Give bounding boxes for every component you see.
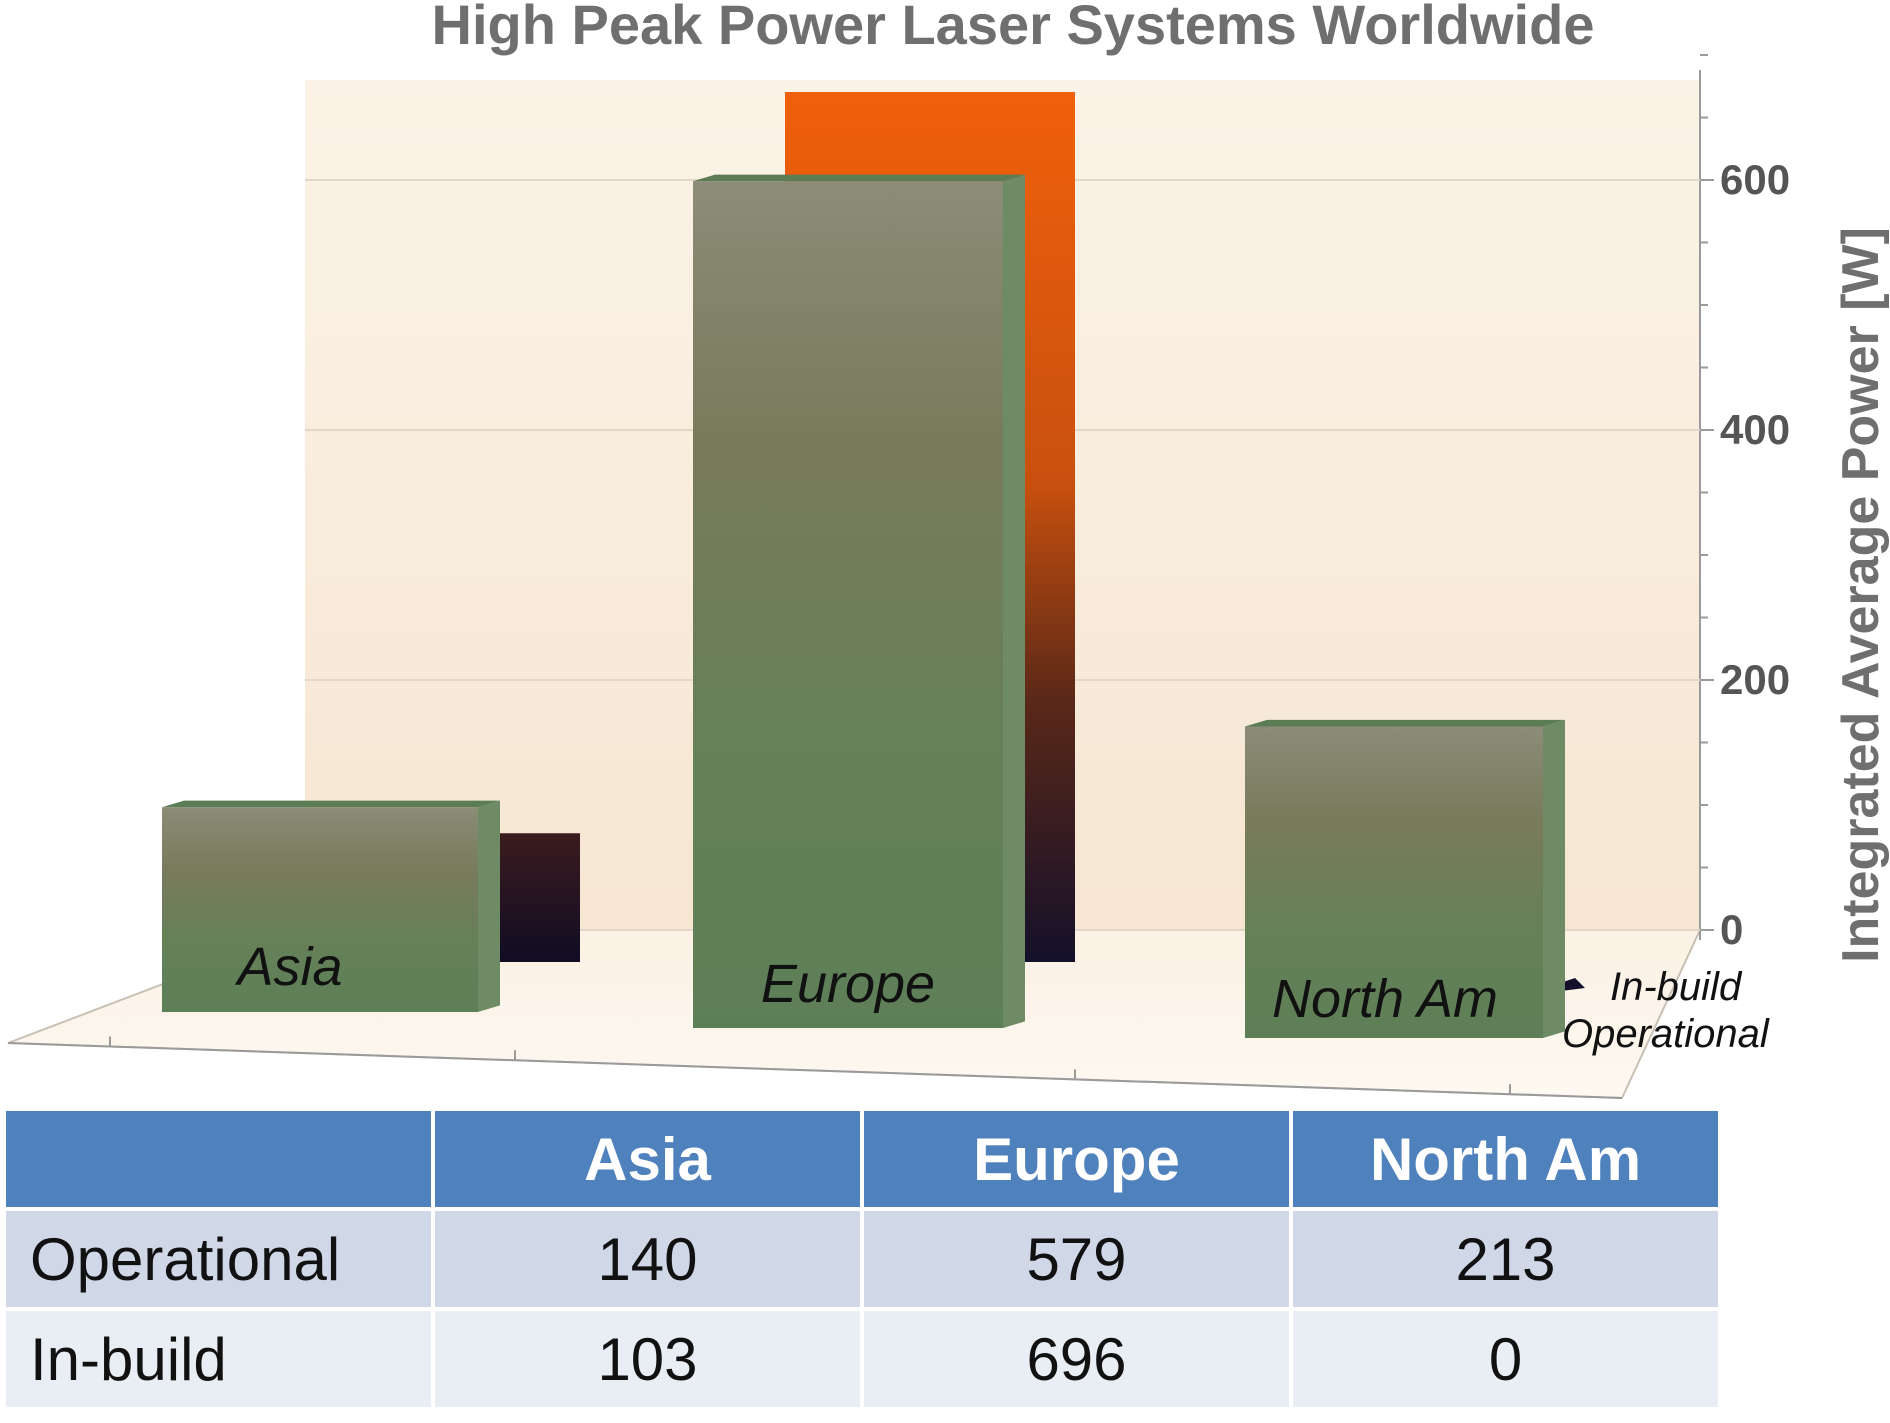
chart-title: High Peak Power Laser Systems Worldwide xyxy=(432,0,1595,56)
bar-operational-asia-top xyxy=(162,800,500,808)
bar-operational-europe-top xyxy=(693,174,1025,182)
row-label: In-build xyxy=(6,1311,431,1407)
y-tick-label: 600 xyxy=(1720,156,1790,203)
bar-operational-asia-front xyxy=(162,807,478,1012)
category-label: North Am xyxy=(1272,969,1498,1029)
category-label: Europe xyxy=(761,954,935,1014)
table-header-europe: Europe xyxy=(864,1111,1289,1207)
bar-operational-europe-side xyxy=(1003,174,1025,1029)
x-axis-line xyxy=(7,1042,1623,1099)
table-cell: 696 xyxy=(864,1311,1289,1407)
table-row-operational: Operational 140 579 213 xyxy=(6,1211,1718,1307)
series-label-inbuild: In-build xyxy=(1610,965,1743,1009)
table-header-north-am: North Am xyxy=(1293,1111,1718,1207)
table-cell: 103 xyxy=(435,1311,860,1407)
table-corner-cell xyxy=(6,1111,431,1207)
table-cell: 0 xyxy=(1293,1311,1718,1407)
bar-operational-north-am xyxy=(1245,719,1565,1038)
bar-operational-europe xyxy=(693,174,1025,1029)
bar-operational-europe-front xyxy=(693,181,1003,1028)
bar-operational-north-am-side xyxy=(1543,719,1565,1038)
series-label-operational: Operational xyxy=(1562,1012,1770,1056)
bar-operational-asia xyxy=(162,800,500,1012)
y-tick-label: 200 xyxy=(1720,656,1790,703)
bar-operational-asia-side xyxy=(478,800,500,1012)
y-axis-label: Integrated Average Power [W] xyxy=(1832,227,1890,963)
table-header-asia: Asia xyxy=(435,1111,860,1207)
table-header-row: Asia Europe North Am xyxy=(6,1111,1718,1207)
table-cell: 213 xyxy=(1293,1211,1718,1307)
category-label: Asia xyxy=(234,937,342,997)
y-tick-label: 400 xyxy=(1720,406,1790,453)
data-table: Asia Europe North Am Operational 140 579… xyxy=(2,1107,1722,1411)
table-row-in-build: In-build 103 696 0 xyxy=(6,1311,1718,1407)
table-cell: 579 xyxy=(864,1211,1289,1307)
bar-operational-north-am-top xyxy=(1245,719,1565,727)
bar-operational-north-am-front xyxy=(1245,726,1543,1038)
table-cell: 140 xyxy=(435,1211,860,1307)
row-label: Operational xyxy=(6,1211,431,1307)
y-tick-label: 0 xyxy=(1720,906,1743,953)
chart: 0 200 400 600 Integrated Average Power [W] Hi… xyxy=(7,0,1890,1100)
